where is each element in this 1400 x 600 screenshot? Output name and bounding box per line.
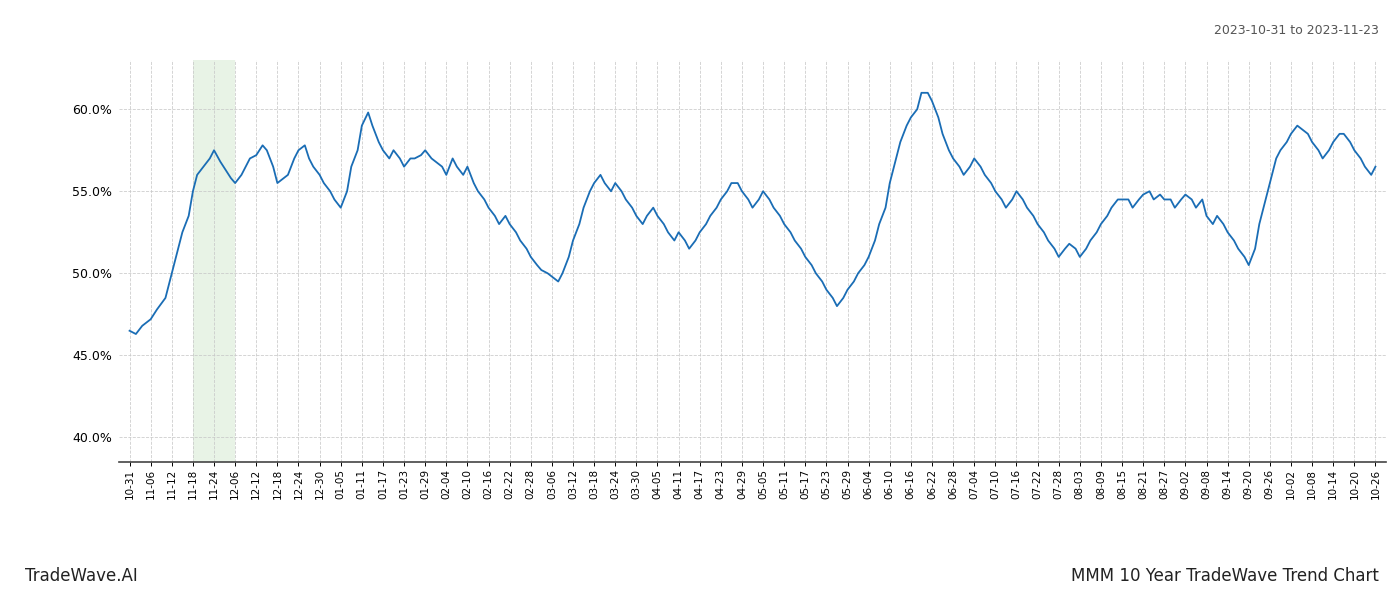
Bar xyxy=(193,60,235,462)
Text: 2023-10-31 to 2023-11-23: 2023-10-31 to 2023-11-23 xyxy=(1214,24,1379,37)
Text: TradeWave.AI: TradeWave.AI xyxy=(25,567,139,585)
Text: MMM 10 Year TradeWave Trend Chart: MMM 10 Year TradeWave Trend Chart xyxy=(1071,567,1379,585)
